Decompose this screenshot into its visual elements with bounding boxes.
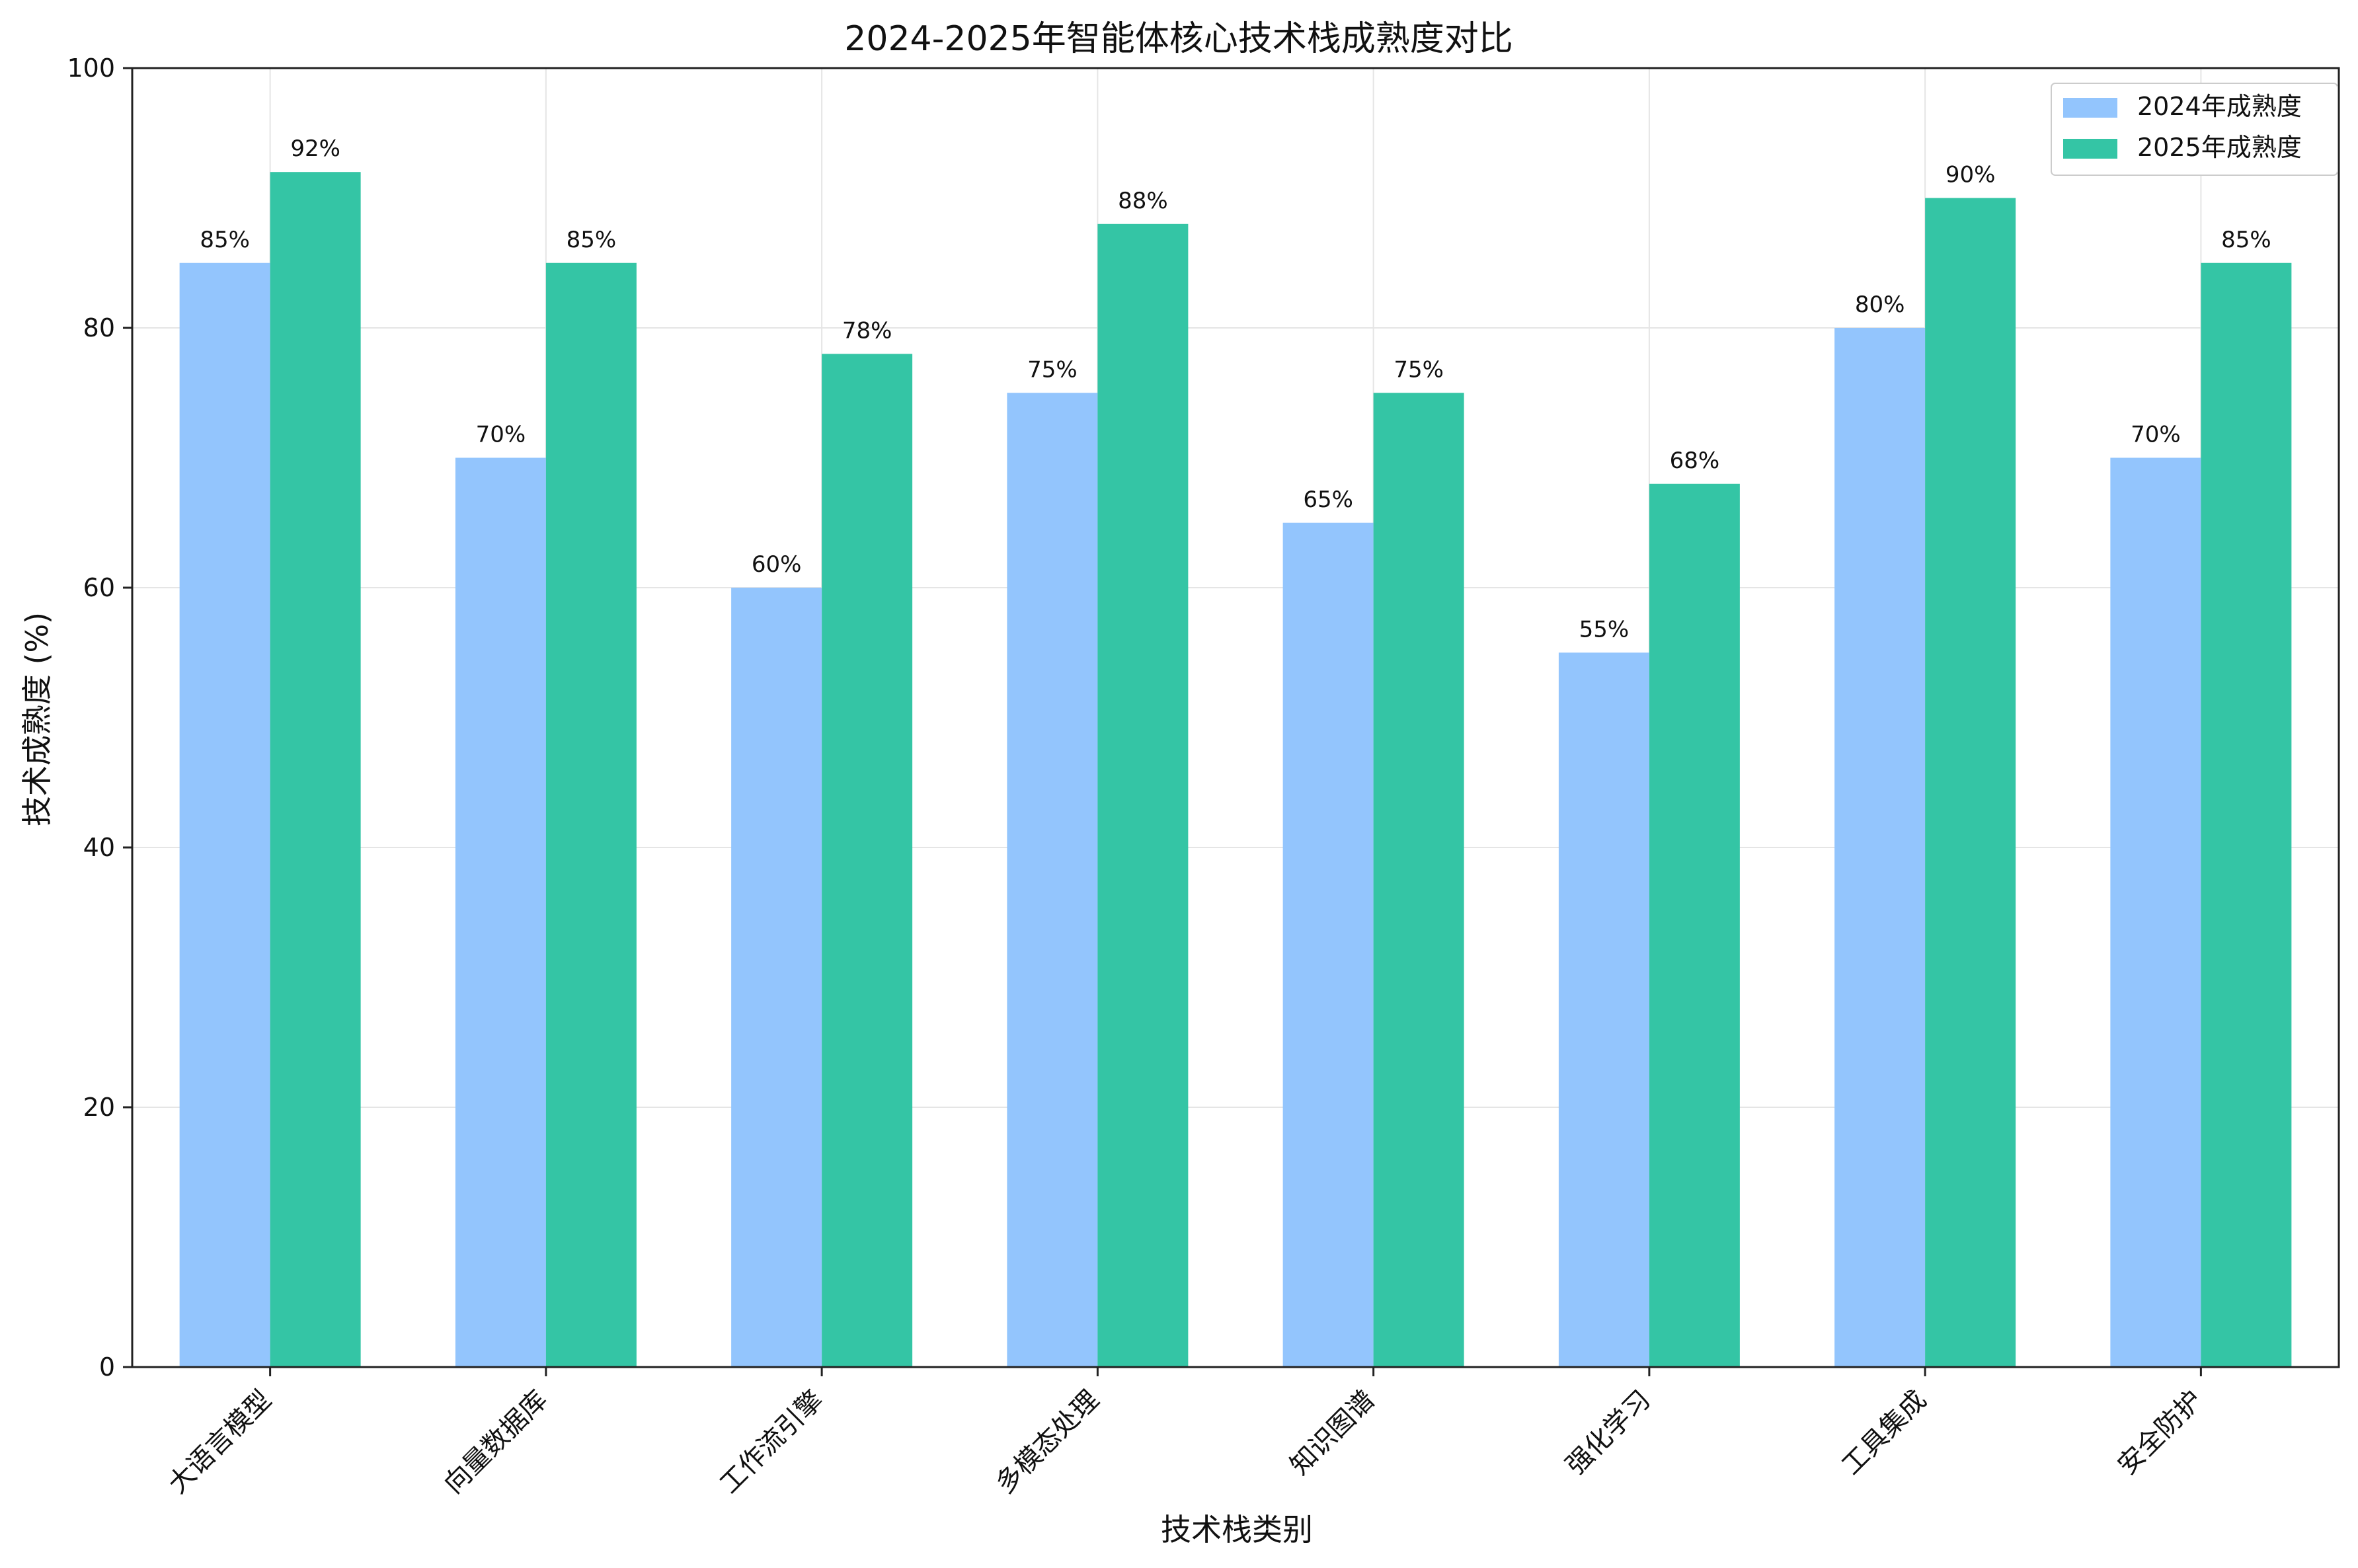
bar-value-label: 80%: [1855, 292, 1905, 318]
bar-value-label: 70%: [2131, 422, 2181, 448]
bar-2024: [1558, 652, 1649, 1367]
bars: [179, 172, 2292, 1368]
y-tick-label: 100: [67, 54, 115, 83]
bar-2024: [1282, 522, 1374, 1367]
x-tick-label: 工作流引擎: [714, 1385, 829, 1500]
bar-2025: [545, 262, 637, 1367]
bar-2024: [731, 588, 822, 1367]
bar-value-label: 88%: [1118, 188, 1168, 214]
bar-value-label: 92%: [290, 136, 340, 162]
bar-2024: [455, 457, 546, 1367]
y-tick-label: 0: [99, 1352, 115, 1382]
bar-value-label: 60%: [752, 551, 802, 578]
legend-swatch: [2063, 139, 2117, 159]
bar-value-label: 70%: [476, 422, 526, 448]
legend-box: [2051, 83, 2338, 176]
legend-swatch: [2063, 98, 2117, 118]
bar-value-label: 68%: [1670, 448, 1720, 474]
bar-2024: [179, 262, 270, 1367]
axes: [123, 67, 2340, 1376]
bar-2025: [1649, 483, 1740, 1367]
x-tick-label: 知识图谱: [1284, 1385, 1381, 1481]
bar-value-label: 75%: [1027, 356, 1078, 383]
x-tick-label: 工具集成: [1836, 1385, 1933, 1481]
x-tick-label: 大语言模型: [163, 1385, 278, 1500]
bar-value-label: 55%: [1579, 616, 1630, 643]
bar-2025: [270, 172, 361, 1368]
bar-2024: [1834, 328, 1926, 1367]
bar-2024: [1007, 393, 1098, 1367]
bar-value-label: 90%: [1945, 162, 1996, 188]
bar-value-label: 75%: [1394, 356, 1444, 383]
bar-value-label: 65%: [1303, 487, 1353, 513]
x-tick-label: 安全防护: [2112, 1385, 2209, 1481]
x-axis-label: 技术栈类别: [1161, 1512, 1313, 1548]
bar-2025: [1097, 223, 1189, 1367]
bar-value-label: 85%: [2221, 227, 2271, 253]
x-tick-label: 强化学习: [1560, 1385, 1657, 1481]
bar-2025: [2201, 262, 2292, 1367]
bar-2025: [1925, 198, 2016, 1367]
y-axis-label: 技术成熟度 (%): [19, 612, 55, 826]
plot-frame: [131, 67, 2340, 1368]
y-tick-label: 40: [83, 833, 115, 862]
legend: 2024年成熟度 2025年成熟度: [2051, 83, 2338, 176]
legend-label: 2024年成熟度: [2137, 92, 2302, 121]
bar-value-label: 85%: [567, 227, 617, 253]
x-tick-label: 向量数据库: [438, 1385, 553, 1500]
legend-label: 2025年成熟度: [2137, 133, 2302, 162]
y-tick-label: 20: [83, 1093, 115, 1122]
bar-2024: [2110, 457, 2201, 1367]
bar-value-label: 85%: [200, 227, 250, 253]
x-tick-label: 多模态处理: [990, 1385, 1105, 1500]
bar-2025: [1373, 393, 1464, 1367]
bar-2025: [822, 354, 913, 1367]
bar-value-label: 78%: [842, 317, 892, 344]
y-tick-label: 60: [83, 573, 115, 602]
y-tick-label: 80: [83, 313, 115, 342]
chart-title: 2024-2025年智能体核心技术栈成熟度对比: [844, 19, 1513, 59]
